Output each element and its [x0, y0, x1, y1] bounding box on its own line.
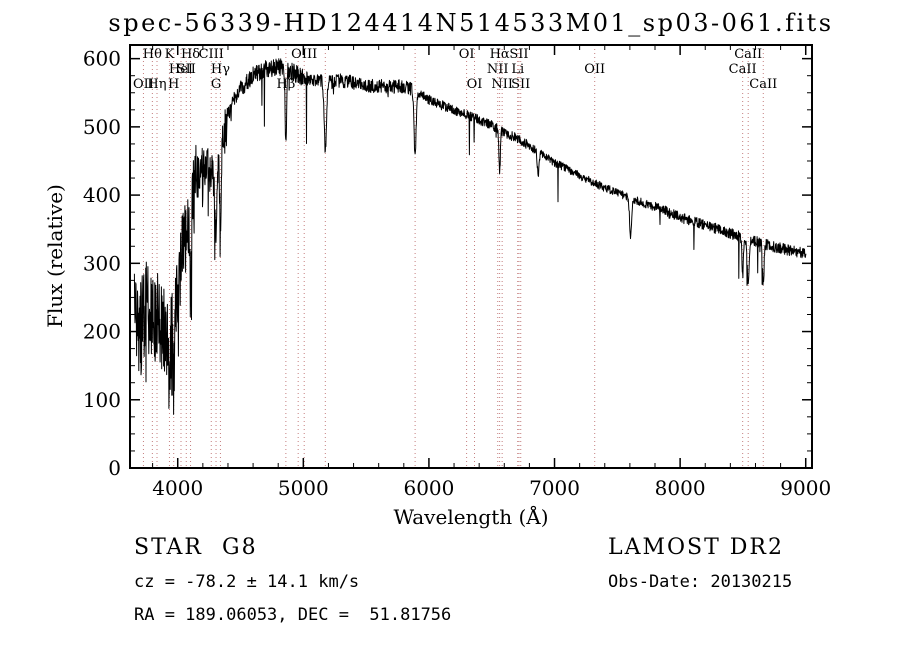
- spectral-line-label: Hβ: [276, 77, 295, 92]
- spectral-line-label: OII: [584, 62, 605, 77]
- spectral-line-label: NII: [487, 62, 509, 77]
- x-tick-label: 6000: [403, 476, 454, 500]
- spectral-line-label: G: [211, 77, 221, 92]
- ra-dec-text: RA = 189.06053, DEC = 51.81756: [134, 605, 451, 625]
- x-axis-label: Wavelength (Å): [393, 504, 548, 529]
- plot-frame: [129, 44, 813, 469]
- x-tick-label: 9000: [780, 476, 831, 500]
- x-tick-label: 7000: [529, 476, 580, 500]
- spectral-line-label: CaII: [729, 62, 757, 77]
- spectral-line-label: Hα: [490, 47, 510, 62]
- spectral-line-label: OII: [133, 77, 154, 92]
- spectral-line-label: Li: [511, 62, 524, 77]
- spectral-line-label: CaII: [749, 77, 777, 92]
- cz-text: cz = -78.2 ± 14.1 km/s: [134, 572, 359, 592]
- spectral-line-label: Hθ: [143, 47, 162, 62]
- spectral-line-label: OIII: [291, 47, 317, 62]
- spectral-line-label: HeI: [169, 62, 193, 77]
- survey-text: LAMOST DR2: [608, 535, 784, 560]
- x-tick-label: 5000: [278, 476, 329, 500]
- spectral-line-label: Hγ: [211, 62, 230, 77]
- spectral-line-label: SII: [177, 62, 196, 77]
- y-tick-label: 600: [83, 47, 121, 71]
- spectral-line-label: Hδ: [181, 47, 200, 62]
- x-tick-label: 8000: [655, 476, 706, 500]
- spectrum-line: [133, 58, 807, 415]
- spectral-line-label: CIII: [199, 47, 224, 62]
- obs-date-text: Obs-Date: 20130215: [608, 572, 792, 592]
- plot-title: spec-56339-HD124414N514533M01_sp03-061.f…: [108, 9, 833, 37]
- y-tick-label: 0: [108, 456, 121, 480]
- object-class-text: STAR: [134, 535, 203, 560]
- spectral-line-label: K: [165, 47, 175, 62]
- spectral-line-label: SII: [509, 47, 528, 62]
- y-tick-label: 400: [83, 183, 121, 207]
- y-tick-label: 100: [83, 388, 121, 412]
- spectral-line-label: SII: [511, 77, 530, 92]
- x-tick-label: 4000: [152, 476, 203, 500]
- spectral-line-label: OI: [459, 47, 475, 62]
- spectral-line-label: OI: [467, 77, 483, 92]
- subclass-text: G8: [222, 535, 258, 560]
- spectral-line-label: H: [168, 77, 179, 92]
- y-tick-label: 500: [83, 115, 121, 139]
- y-tick-label: 300: [83, 251, 121, 275]
- spectral-line-label: CaII: [734, 47, 762, 62]
- y-tick-label: 200: [83, 320, 121, 344]
- spectral-line-label: Hη: [147, 77, 166, 92]
- y-axis-label: Flux (relative): [43, 184, 67, 328]
- spectral-line-label: NII: [491, 77, 513, 92]
